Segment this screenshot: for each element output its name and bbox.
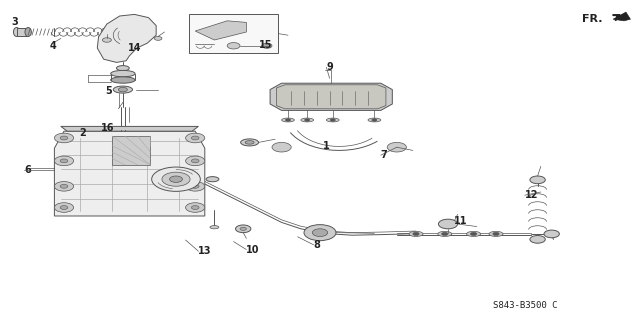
Circle shape	[186, 181, 205, 191]
Circle shape	[186, 133, 205, 143]
Text: S843-B3500 C: S843-B3500 C	[493, 301, 557, 310]
Circle shape	[152, 167, 200, 191]
Bar	[189, 14, 278, 53]
Ellipse shape	[438, 231, 452, 236]
Ellipse shape	[206, 177, 219, 182]
Ellipse shape	[111, 77, 135, 83]
Circle shape	[262, 43, 272, 48]
Ellipse shape	[13, 28, 20, 36]
Circle shape	[170, 176, 182, 182]
Text: 15: 15	[259, 40, 273, 50]
Circle shape	[227, 43, 240, 49]
Text: 3: 3	[12, 17, 19, 28]
Circle shape	[154, 36, 162, 40]
Circle shape	[54, 156, 74, 166]
Circle shape	[530, 176, 545, 184]
Bar	[112, 136, 150, 165]
Text: 4: 4	[50, 41, 57, 52]
Circle shape	[54, 181, 74, 191]
Circle shape	[60, 206, 68, 210]
Text: 5: 5	[106, 86, 113, 96]
Circle shape	[272, 142, 291, 152]
Circle shape	[442, 232, 448, 236]
Ellipse shape	[113, 86, 132, 93]
Circle shape	[493, 232, 499, 236]
Circle shape	[60, 159, 68, 163]
Circle shape	[544, 230, 559, 238]
Circle shape	[312, 229, 328, 236]
Polygon shape	[195, 21, 246, 40]
Circle shape	[162, 172, 190, 186]
Circle shape	[304, 225, 336, 241]
Circle shape	[118, 87, 127, 92]
Circle shape	[285, 119, 291, 121]
Text: 13: 13	[198, 246, 212, 256]
Text: 9: 9	[326, 62, 333, 72]
Circle shape	[470, 232, 477, 236]
Text: 12: 12	[525, 190, 538, 200]
Circle shape	[413, 232, 419, 236]
Circle shape	[530, 236, 545, 243]
Circle shape	[54, 133, 74, 143]
Circle shape	[240, 227, 246, 230]
Text: 7: 7	[381, 150, 388, 160]
Circle shape	[54, 203, 74, 212]
Polygon shape	[61, 126, 198, 131]
Ellipse shape	[489, 231, 503, 236]
Ellipse shape	[210, 226, 219, 229]
Text: 10: 10	[246, 244, 260, 255]
Ellipse shape	[25, 28, 31, 36]
Circle shape	[305, 119, 310, 121]
Circle shape	[387, 142, 406, 152]
Bar	[17, 28, 28, 36]
Ellipse shape	[467, 231, 481, 236]
Ellipse shape	[282, 118, 294, 122]
Circle shape	[191, 206, 199, 210]
Text: FR.: FR.	[582, 14, 603, 24]
Polygon shape	[613, 12, 630, 21]
Circle shape	[60, 184, 68, 188]
Polygon shape	[97, 14, 156, 62]
Ellipse shape	[245, 140, 254, 144]
Text: 6: 6	[24, 164, 31, 175]
Ellipse shape	[301, 118, 314, 122]
Circle shape	[191, 159, 199, 163]
Circle shape	[102, 38, 111, 42]
Ellipse shape	[116, 66, 129, 71]
Text: 8: 8	[314, 240, 321, 250]
Circle shape	[186, 203, 205, 212]
Ellipse shape	[368, 118, 381, 122]
Ellipse shape	[111, 70, 135, 77]
Circle shape	[191, 136, 199, 140]
Ellipse shape	[409, 231, 423, 236]
Circle shape	[60, 136, 68, 140]
Polygon shape	[54, 131, 205, 216]
Text: 16: 16	[100, 123, 114, 133]
Polygon shape	[276, 85, 386, 109]
Ellipse shape	[326, 118, 339, 122]
Circle shape	[372, 119, 377, 121]
Text: 2: 2	[79, 128, 86, 138]
Circle shape	[191, 184, 199, 188]
Circle shape	[236, 225, 251, 233]
Circle shape	[438, 219, 458, 229]
Circle shape	[186, 156, 205, 166]
Text: 1: 1	[323, 140, 330, 151]
Ellipse shape	[241, 139, 259, 146]
Text: 11: 11	[454, 216, 468, 226]
Circle shape	[330, 119, 335, 121]
Text: 14: 14	[128, 43, 141, 53]
Polygon shape	[270, 83, 392, 110]
